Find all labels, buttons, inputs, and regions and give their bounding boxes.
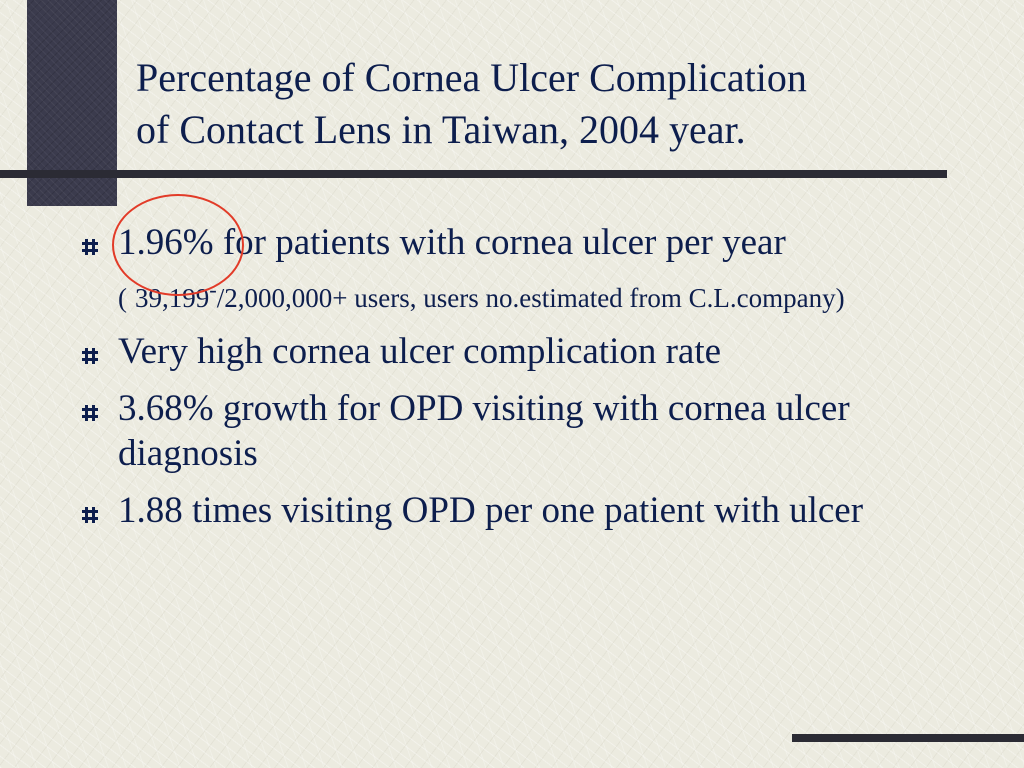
bullet-item-3: 3.68% growth for OPD visiting with corne…	[76, 386, 976, 476]
bullet-item-1: 1.96% for patients with cornea ulcer per…	[76, 194, 976, 296]
title-divider-rule	[0, 170, 947, 178]
bullet-item-4: 1.88 times visiting OPD per one patient …	[76, 488, 976, 533]
hash-bullet-icon	[82, 405, 98, 421]
bullet-1-note: (39,199-/2,000,000+ users, users no.esti…	[76, 271, 976, 317]
bullet-1-note-superscript: -	[209, 277, 217, 302]
bullet-1-text: for patients with cornea ulcer per year	[213, 222, 786, 263]
bullet-1-note-rest: /2,000,000+ users, users no.estimated fr…	[216, 283, 845, 313]
slide-title: Percentage of Cornea Ulcer Complication …	[136, 52, 956, 156]
bullet-1-note-number: 39,199	[135, 283, 210, 313]
bullet-3-text: 3.68% growth for OPD visiting with corne…	[118, 388, 850, 474]
slide-title-line-2: of Contact Lens in Taiwan, 2004 year.	[136, 107, 746, 152]
bullet-list: 1.96% for patients with cornea ulcer per…	[76, 194, 976, 545]
bullet-2-text: Very high cornea ulcer complication rate	[118, 331, 722, 372]
hash-bullet-icon	[82, 507, 98, 523]
bullet-1-highlight-value: 1.96%	[118, 222, 214, 263]
bullet-4-text: 1.88 times visiting OPD per one patient …	[118, 490, 864, 531]
circled-highlight: 1.96%	[112, 194, 244, 296]
hash-bullet-icon	[82, 239, 98, 255]
bullet-1-note-open-paren: (	[118, 283, 127, 313]
footer-divider-rule	[792, 734, 1024, 742]
bullet-item-2: Very high cornea ulcer complication rate	[76, 329, 976, 374]
hash-bullet-icon	[82, 348, 98, 364]
slide-title-line-1: Percentage of Cornea Ulcer Complication	[136, 55, 807, 100]
